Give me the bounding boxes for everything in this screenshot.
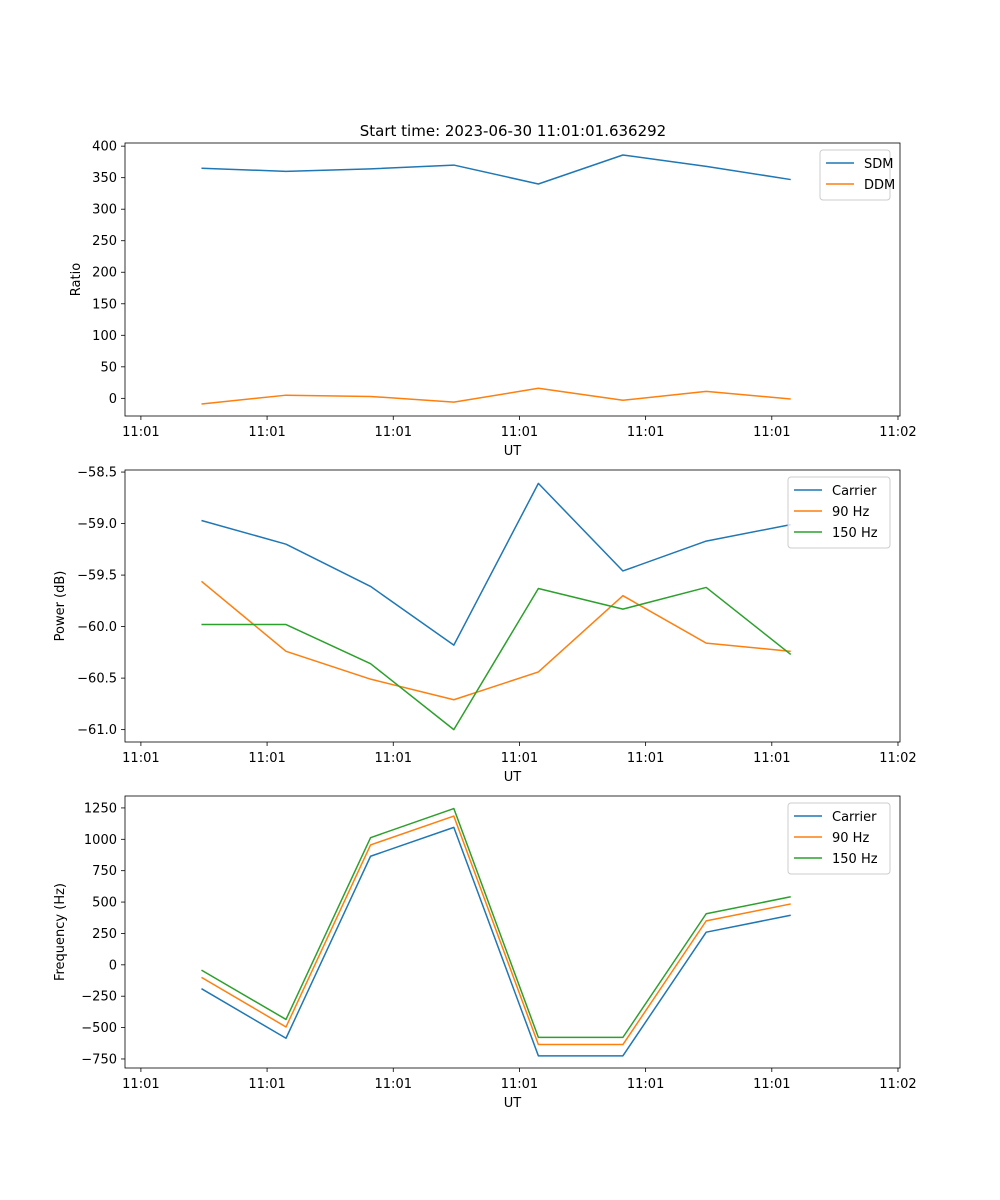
legend-label: 90 Hz xyxy=(832,505,869,520)
legend-label: Carrier xyxy=(832,484,877,499)
legend xyxy=(787,476,891,549)
y-tick-label: 1000 xyxy=(84,833,117,848)
y-tick-label: 0 xyxy=(109,958,117,973)
y-tick-label: 100 xyxy=(92,329,117,344)
legend-label: SDM xyxy=(864,157,893,172)
legend-label: 90 Hz xyxy=(832,831,869,846)
x-tick-label: 11:01 xyxy=(753,751,790,766)
axes-frame xyxy=(124,469,901,743)
y-tick-label: 250 xyxy=(92,927,117,942)
x-tick-label: 11:01 xyxy=(627,751,664,766)
series-line-ddm xyxy=(201,387,791,405)
series-line-90-hz xyxy=(201,815,791,1046)
x-tick-label: 11:01 xyxy=(753,425,790,440)
x-tick-label: 11:01 xyxy=(248,1077,285,1092)
y-tick-label: 750 xyxy=(92,864,117,879)
x-tick-label: 11:01 xyxy=(375,1077,412,1092)
y-tick-label: 250 xyxy=(92,234,117,249)
x-tick-label: 11:01 xyxy=(501,1077,538,1092)
series-line-carrier xyxy=(201,826,791,1057)
y-tick-label: 1250 xyxy=(84,801,117,816)
legend-label: 150 Hz xyxy=(832,852,878,867)
ratio-subplot: 11:01 11:01 11:01 11:01 11:01 11:01 11:02 0 50 10… xyxy=(69,140,917,459)
x-tick-label: 11:01 xyxy=(375,425,412,440)
legend-label: Carrier xyxy=(832,810,877,825)
series-line-carrier xyxy=(201,482,791,646)
x-tick-label: 11:01 xyxy=(248,425,285,440)
y-tick-label: −59.0 xyxy=(77,517,117,532)
x-tick-label: 11:01 xyxy=(627,1077,664,1092)
x-axis-label: UT xyxy=(504,770,522,785)
x-tick-label: 11:01 xyxy=(501,751,538,766)
y-tick-label: 350 xyxy=(92,171,117,186)
x-axis-label: UT xyxy=(504,444,522,459)
y-tick-label: −60.0 xyxy=(77,620,117,635)
y-tick-label: −750 xyxy=(81,1052,117,1067)
axes-frame xyxy=(124,142,901,417)
y-tick-label: 200 xyxy=(92,266,117,281)
y-tick-label: −59.5 xyxy=(77,569,117,584)
x-tick-label: 11:01 xyxy=(501,425,538,440)
y-tick-label: 300 xyxy=(92,203,117,218)
y-axis-label: Ratio xyxy=(69,263,84,296)
x-tick-label: 11:02 xyxy=(879,1077,916,1092)
axes-frame xyxy=(124,795,901,1069)
series-line-150-hz xyxy=(201,586,792,731)
power-subplot: 11:01 11:01 11:01 11:01 11:01 11:01 11:02 −61.0… xyxy=(53,466,917,785)
y-tick-label: 50 xyxy=(100,360,117,375)
x-tick-label: 11:01 xyxy=(248,751,285,766)
x-tick-label: 11:01 xyxy=(122,1077,159,1092)
y-tick-label: 0 xyxy=(109,392,117,407)
y-tick-label: −500 xyxy=(81,1021,117,1036)
y-tick-label: −60.5 xyxy=(77,672,117,687)
series-line-150-hz xyxy=(201,807,791,1039)
x-axis-label: UT xyxy=(504,1096,522,1111)
y-axis-label: Power (dB) xyxy=(53,571,68,642)
y-tick-label: −58.5 xyxy=(77,466,117,481)
y-tick-label: −61.0 xyxy=(77,723,117,738)
x-tick-label: 11:01 xyxy=(375,751,412,766)
y-tick-label: 500 xyxy=(92,896,117,911)
series-line-90-hz xyxy=(200,580,791,701)
series-line-sdm xyxy=(201,154,791,185)
y-tick-label: 400 xyxy=(92,140,117,155)
x-tick-label: 11:01 xyxy=(753,1077,790,1092)
x-tick-label: 11:01 xyxy=(627,425,664,440)
x-tick-label: 11:02 xyxy=(879,425,916,440)
x-tick-label: 11:01 xyxy=(122,751,159,766)
y-axis-label: Frequency (Hz) xyxy=(53,883,68,981)
frequency-subplot: 11:01 11:01 11:01 11:01 11:01 11:01 11:02 −750 −… xyxy=(53,795,917,1111)
y-tick-label: 150 xyxy=(92,297,117,312)
x-tick-label: 11:01 xyxy=(122,425,159,440)
legend-label: 150 Hz xyxy=(832,526,878,541)
legend xyxy=(787,802,891,875)
legend-label: DDM xyxy=(864,178,895,193)
figure-title: Start time: 2023-06-30 11:01:01.636292 xyxy=(360,122,666,140)
x-tick-label: 11:02 xyxy=(879,751,916,766)
y-tick-label: −250 xyxy=(81,990,117,1005)
